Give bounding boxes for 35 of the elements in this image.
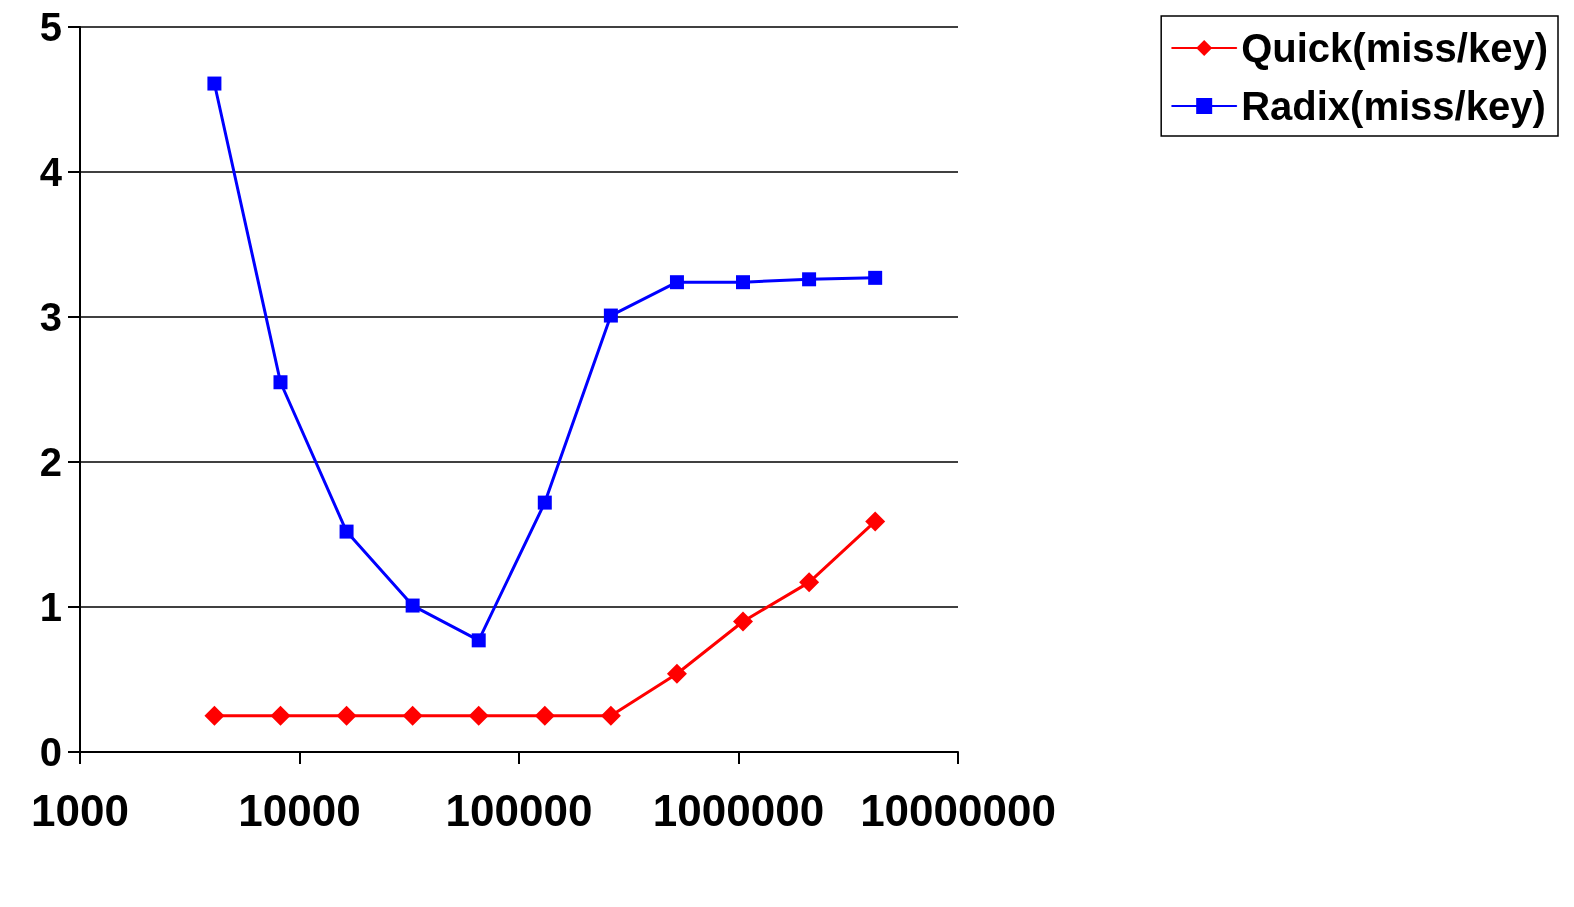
point <box>666 663 687 684</box>
x-tick-label: 10000000 <box>860 785 1056 835</box>
point <box>736 275 751 290</box>
y-tick-label: 1 <box>39 585 62 629</box>
y-tick-label: 3 <box>39 295 62 339</box>
point <box>273 375 288 390</box>
point <box>733 611 754 632</box>
point <box>468 705 489 726</box>
point <box>669 275 684 290</box>
point <box>204 705 225 726</box>
point <box>339 524 354 539</box>
point <box>534 705 555 726</box>
point <box>402 705 423 726</box>
point <box>865 511 886 532</box>
legend-label: Quick(miss/key) <box>1241 26 1549 70</box>
x-tick-label: 10000 <box>238 785 361 835</box>
y-tick-label: 2 <box>39 440 62 484</box>
point <box>600 705 621 726</box>
point <box>405 598 420 613</box>
point <box>207 76 222 91</box>
point <box>802 272 817 287</box>
point <box>799 572 820 593</box>
x-tick-label: 1000000 <box>652 785 825 835</box>
legend-label: Radix(miss/key) <box>1241 84 1546 128</box>
y-tick-label: 5 <box>39 5 62 49</box>
x-tick-label: 1000 <box>31 785 129 835</box>
y-tick-label: 4 <box>39 150 63 194</box>
point <box>471 633 486 648</box>
y-tick-label: 0 <box>39 730 62 774</box>
point <box>868 270 883 285</box>
point <box>537 495 552 510</box>
x-tick-label: 100000 <box>445 785 593 835</box>
point <box>270 705 291 726</box>
point <box>336 705 357 726</box>
point <box>603 308 618 323</box>
